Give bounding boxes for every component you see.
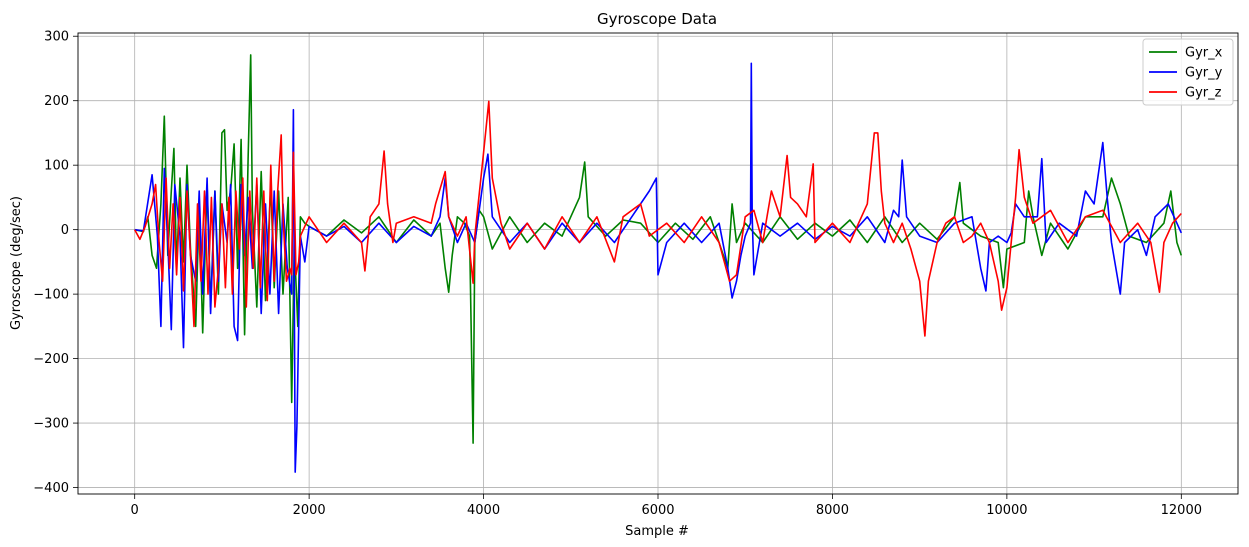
- x-tick-label: 10000: [986, 503, 1027, 518]
- y-axis: 300 200 100 0 −100 −200 −300 −400: [33, 30, 78, 496]
- y-tick-label: −200: [33, 352, 69, 367]
- x-tick-label: 0: [131, 503, 139, 518]
- x-tick-label: 12000: [1161, 503, 1202, 518]
- x-axis-label: Sample #: [625, 524, 689, 539]
- y-tick-label: 100: [44, 159, 69, 174]
- legend-box: [1142, 38, 1234, 106]
- legend-label: Gyr_x: [1185, 46, 1223, 61]
- y-tick-label: 200: [44, 94, 69, 109]
- series-layer: [133, 54, 1183, 473]
- chart-title: Gyroscope Data: [597, 10, 717, 28]
- legend-label: Gyr_z: [1185, 86, 1222, 101]
- series-line-gyr-z: [133, 100, 1182, 337]
- grid-lines: [78, 33, 1238, 494]
- y-tick-label: 0: [61, 223, 69, 238]
- y-tick-label: −100: [33, 288, 69, 303]
- y-axis-label: Gyroscope (deg/sec): [9, 196, 24, 330]
- y-tick-label: 300: [44, 30, 69, 45]
- x-tick-label: 8000: [816, 503, 849, 518]
- x-tick-label: 6000: [641, 503, 674, 518]
- y-tick-label: −300: [33, 417, 69, 432]
- x-tick-label: 2000: [293, 503, 326, 518]
- legend-label: Gyr_y: [1185, 66, 1223, 81]
- x-tick-label: 4000: [467, 503, 500, 518]
- y-tick-label: −400: [33, 481, 69, 496]
- x-axis: 0 2000 4000 6000 8000 10000 12000: [131, 494, 1202, 518]
- legend: Gyr_x Gyr_y Gyr_z: [1142, 38, 1234, 106]
